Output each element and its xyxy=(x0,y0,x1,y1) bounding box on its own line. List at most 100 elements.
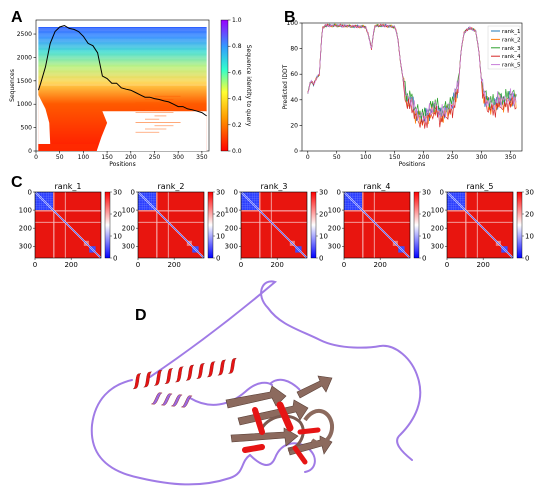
msa-y-tick-label: 2500 xyxy=(17,31,32,38)
helix-turn xyxy=(196,363,205,379)
plddt-x-axis-label: Positions xyxy=(399,161,426,168)
protein-structure xyxy=(90,280,422,486)
helix-turn xyxy=(151,392,163,405)
msa-x-tick-label: 0 xyxy=(34,154,38,161)
colorbar-tick-label: 0.2 xyxy=(232,122,242,129)
plddt-y-tick-label: 100 xyxy=(287,20,299,27)
pae-x-tick-label: 200 xyxy=(373,261,386,269)
msa-x-tick-label: 150 xyxy=(101,154,113,161)
pae-x-tick-label: 0 xyxy=(239,261,243,269)
msa-y-tick-label: 1000 xyxy=(17,101,32,108)
pae-frame xyxy=(34,191,102,259)
pae-y-tick-label: 0 xyxy=(234,189,238,197)
msa-x-axis-label: Positions xyxy=(109,161,136,168)
plddt-x-tick-label: 100 xyxy=(360,154,372,161)
pae-x-tick-label: 200 xyxy=(64,261,77,269)
pae-band xyxy=(138,221,204,223)
pae-y-tick-label: 100 xyxy=(431,207,444,215)
msa-y-tick-label: 2000 xyxy=(17,54,32,61)
msa-y-axis-label: Sequences xyxy=(9,69,16,102)
pae-colorbar xyxy=(104,191,111,259)
pae-title: rank_3 xyxy=(261,182,288,191)
pae-heatmap-2: rank_2 0 200 0 100 200 300 0 10 20 30 xyxy=(122,182,225,269)
pae-colorbar-tick-label: 30 xyxy=(319,189,328,197)
pae-y-tick-label: 300 xyxy=(122,243,135,251)
pae-band xyxy=(465,192,467,258)
coil-loop-low xyxy=(249,442,316,473)
helix-turn xyxy=(132,373,142,390)
pae-colorbar-tick-label: 20 xyxy=(319,211,328,219)
pae-title: rank_5 xyxy=(467,182,494,191)
pae-colorbar-tick-label: 30 xyxy=(525,189,534,197)
plddt-plot-area xyxy=(301,22,523,152)
coil-loop-mid xyxy=(189,381,273,406)
panel-label-b: B xyxy=(284,9,296,26)
msa-x-tick-label: 250 xyxy=(149,154,161,161)
helix-turn xyxy=(154,369,163,386)
msa-y-tick-label: 500 xyxy=(21,125,33,132)
panel-label-c: C xyxy=(11,174,23,191)
pae-x-tick-label: 0 xyxy=(342,261,346,269)
pae-colorbar-tick-label: 0 xyxy=(525,255,529,263)
pae-y-tick-label: 100 xyxy=(122,207,135,215)
plddt-axes: 0 50 100 150 200 250 300 350 0 20 40 60 80 100 xyxy=(287,20,517,161)
helix-turn xyxy=(207,361,216,378)
pae-y-tick-label: 0 xyxy=(131,189,135,197)
legend-entry: rank_1 xyxy=(502,29,521,35)
pae-frame xyxy=(137,191,205,259)
plddt-y-tick-label: 40 xyxy=(290,97,298,104)
pae-y-tick-label: 200 xyxy=(122,225,135,233)
plddt-lines xyxy=(307,23,517,129)
pae-colorbar-tick-label: 0 xyxy=(422,255,426,263)
pae-colorbar-tick-label: 30 xyxy=(113,189,122,197)
colorbar-tick-label: 0.6 xyxy=(232,69,242,76)
pae-diagonal xyxy=(34,191,102,259)
pae-band xyxy=(447,210,513,212)
pae-diagonal xyxy=(446,191,514,259)
pae-y-tick-label: 200 xyxy=(225,225,238,233)
pae-x-tick-label: 0 xyxy=(445,261,449,269)
colorbar-tick-label: 0.8 xyxy=(232,43,242,50)
pae-y-tick-label: 300 xyxy=(328,243,341,251)
msa-colorbar xyxy=(220,19,229,152)
legend-entry: rank_2 xyxy=(502,37,521,43)
alpha-helix-long xyxy=(132,357,237,390)
pae-colorbar xyxy=(207,191,214,259)
helix-turn xyxy=(143,371,152,388)
helix-turn xyxy=(161,393,173,406)
pae-y-tick-label: 0 xyxy=(337,189,341,197)
pae-y-tick-label: 0 xyxy=(28,189,32,197)
helix-turn xyxy=(217,359,226,376)
msa-coverage-line xyxy=(37,25,207,117)
colorbar-tick-label: 0.0 xyxy=(232,148,242,155)
msa-x-tick-label: 350 xyxy=(196,154,208,161)
pae-diagonal xyxy=(343,191,411,259)
plddt-x-tick-label: 300 xyxy=(476,154,488,161)
pae-colorbar xyxy=(310,191,317,259)
pae-colorbar-tick-label: 10 xyxy=(422,233,431,241)
msa-y-tick-label: 0 xyxy=(28,148,32,155)
legend-entry: rank_3 xyxy=(502,46,521,52)
colorbar-tick-label: 1.0 xyxy=(232,17,242,24)
pae-band xyxy=(476,192,478,258)
pae-y-tick-label: 200 xyxy=(431,225,444,233)
pae-colorbar-tick-label: 10 xyxy=(319,233,328,241)
msa-heatmap xyxy=(38,27,207,151)
pae-band xyxy=(167,192,169,258)
plddt-x-tick-label: 0 xyxy=(306,154,310,161)
pae-band xyxy=(241,210,307,212)
pae-colorbar-tick-label: 10 xyxy=(525,233,534,241)
pae-y-tick-label: 100 xyxy=(19,207,32,215)
plddt-y-tick-label: 80 xyxy=(290,46,298,53)
pae-title: rank_2 xyxy=(158,182,185,191)
plddt-y-axis-label: Predicted lDDT xyxy=(282,64,289,109)
plddt-series-line xyxy=(307,23,517,123)
pae-y-tick-label: 100 xyxy=(225,207,238,215)
pae-colorbar-tick-label: 20 xyxy=(525,211,534,219)
plddt-x-tick-label: 150 xyxy=(389,154,401,161)
plddt-y-tick-label: 0 xyxy=(294,148,298,155)
pae-band xyxy=(259,192,261,258)
msa-x-tick-label: 200 xyxy=(125,154,137,161)
pae-colorbar xyxy=(516,191,523,259)
alpha-helix-short xyxy=(151,392,193,408)
